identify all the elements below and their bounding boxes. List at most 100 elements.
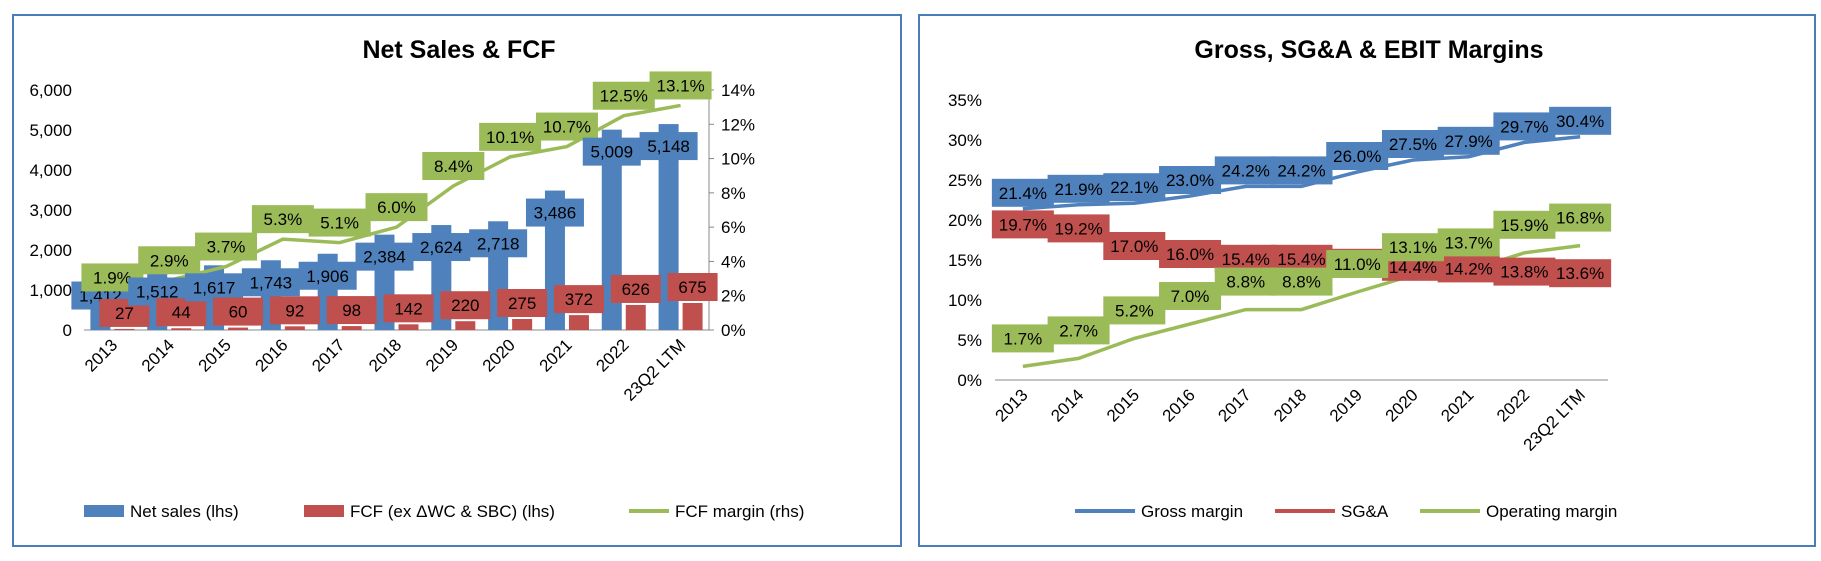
fcf-margin-data-label: 6.0% <box>365 193 428 222</box>
chart-title: Gross, SG&A & EBIT Margins <box>1194 36 1543 64</box>
series-0-data-label-box <box>1214 156 1277 185</box>
fcf-data-label: 98 <box>326 296 377 325</box>
fcf-margin-data-label-text: 1.9% <box>93 268 132 287</box>
series-0-data-label: 23.0% <box>1159 166 1222 194</box>
fcf-data-label-text: 142 <box>394 299 422 318</box>
series-1-data-label: 19.7% <box>991 210 1054 239</box>
series-0-data-label-text: 29.7% <box>1500 117 1548 136</box>
series-2-data-label-text: 16.8% <box>1556 209 1604 228</box>
series-2-data-label-text: 2.7% <box>1059 321 1098 340</box>
fcf-data-label-text: 60 <box>229 303 248 322</box>
series-0-data-label-box <box>1103 173 1166 202</box>
x-tick-label: 2015 <box>195 335 235 375</box>
x-tick-label: 2014 <box>1047 385 1087 425</box>
series-2-data-label-text: 13.7% <box>1445 233 1493 252</box>
series-1-data-label-text: 19.7% <box>999 215 1047 234</box>
net-sales-data-label: 1,743 <box>241 268 300 297</box>
net-sales-data-label-text: 2,624 <box>420 238 463 257</box>
y-tick-label: 25% <box>948 171 982 190</box>
y-tick-label: 20% <box>948 211 982 230</box>
series-2-data-label: 15.9% <box>1493 210 1556 239</box>
series-0-data-label-text: 22.1% <box>1110 178 1158 197</box>
series-1-data-label-text: 19.2% <box>1054 219 1102 238</box>
net-sales-fcf-chart: Net Sales & FCF 0 1,000 2,000 3,000 4,000 5,0… <box>29 36 804 521</box>
net-sales-data-label: 2,718 <box>469 229 528 258</box>
net-sales-data-label: 2,384 <box>355 242 414 271</box>
net-sales-data-label: 3,486 <box>525 198 584 227</box>
y-right-tick-label: 10% <box>721 150 755 169</box>
series-2-data-label-text: 7.0% <box>1171 287 1210 306</box>
series-1-data-label-text: 14.4% <box>1389 258 1437 277</box>
fcf-data-label-box <box>383 294 434 323</box>
series-2-data-label-text: 15.9% <box>1500 216 1548 235</box>
y-left-tick-label: 3,000 <box>29 201 72 220</box>
series-2-data-label-box <box>1326 250 1389 278</box>
series-2-data-label-box <box>1270 267 1333 296</box>
fcf-margin-data-label: 2.9% <box>138 246 201 275</box>
series-2-data-label-text: 8.8% <box>1282 273 1321 292</box>
fcf-data-label-box <box>553 285 604 314</box>
series-1-data-label: 13.6% <box>1549 259 1612 288</box>
y-tick-label: 5% <box>957 331 982 350</box>
y-right-tick-label: 2% <box>721 287 746 306</box>
net-sales-data-label-text: 2,384 <box>363 248 406 267</box>
fcf-data-label: 60 <box>213 297 264 326</box>
fcf-data-label-box <box>156 298 207 327</box>
margins-chart: Gross, SG&A & EBIT Margins 0% 5% 10% 15% 20%… <box>948 36 1617 521</box>
series-1-data-label-box <box>991 210 1054 239</box>
net-sales-data-label-text: 1,512 <box>136 283 179 302</box>
fcf-bar <box>398 324 419 330</box>
net-sales-data-label-box <box>298 261 357 290</box>
fcf-margin-data-label-text: 5.1% <box>320 214 359 233</box>
series-2-data-label-box <box>1103 296 1166 325</box>
net-sales-fcf-panel: Net Sales & FCF 0 1,000 2,000 3,000 4,000 5,0… <box>12 14 902 547</box>
x-tick-label: 2017 <box>1214 385 1254 425</box>
fcf-bar <box>568 315 589 330</box>
y-left-tick-label: 0 <box>63 321 72 340</box>
fcf-bar <box>625 304 646 330</box>
series-0-data-label-box <box>991 178 1054 207</box>
fcf-data-label-box <box>326 296 377 325</box>
fcf-margin-data-label-text: 10.1% <box>486 128 534 147</box>
fcf-bar <box>114 328 135 330</box>
net-sales-data-label-box <box>582 137 641 166</box>
y-right-tick-label: 6% <box>721 218 746 237</box>
fcf-data-label: 92 <box>269 296 320 325</box>
fcf-margin-data-label-text: 12.5% <box>600 87 648 106</box>
legend-label: Gross margin <box>1141 502 1243 521</box>
y-tick-label: 30% <box>948 131 982 150</box>
chart-title: Net Sales & FCF <box>362 36 555 64</box>
y-left-tick-label: 6,000 <box>29 81 72 100</box>
fcf-data-label: 372 <box>553 285 604 314</box>
fcf-data-label-text: 98 <box>342 301 361 320</box>
fcf-margin-data-label-text: 10.7% <box>543 118 591 137</box>
fcf-margin-data-label: 12.5% <box>592 81 655 110</box>
net-sales-data-label: 1,906 <box>298 261 357 290</box>
x-tick-label: 2013 <box>992 385 1032 425</box>
series-2-data-label: 8.8% <box>1214 267 1277 296</box>
series-2-data-label-box <box>1381 233 1444 262</box>
net-sales-data-label-box <box>241 268 300 297</box>
fcf-data-label: 675 <box>667 273 718 301</box>
fcf-data-label-text: 92 <box>285 301 304 320</box>
fcf-margin-data-label-box <box>592 81 655 110</box>
series-1-data-label-text: 15.4% <box>1277 250 1325 269</box>
legend-label: FCF margin (rhs) <box>675 502 804 521</box>
series-1-data-label-text: 13.8% <box>1500 263 1548 282</box>
series-1-data-label-text: 17.0% <box>1110 237 1158 256</box>
series-1-data-label-box <box>1493 257 1556 286</box>
series-2-data-label: 8.8% <box>1270 267 1333 296</box>
fcf-margin-data-label-text: 5.3% <box>263 210 302 229</box>
net-sales-data-label-box <box>525 198 584 227</box>
fcf-data-label-box <box>667 273 718 301</box>
fcf-data-label-text: 626 <box>622 280 650 299</box>
series-2-data-label-box <box>991 324 1054 353</box>
series-1-data-label: 19.2% <box>1047 214 1110 243</box>
series-0-data-label-box <box>1381 130 1444 158</box>
series-1-data-label-box <box>1549 259 1612 288</box>
x-tick-label: 2020 <box>479 335 519 375</box>
fcf-margin-data-label: 10.1% <box>479 122 542 151</box>
fcf-margin-data-label-box <box>365 193 428 222</box>
fcf-data-label-text: 44 <box>172 303 191 322</box>
fcf-margin-data-label-text: 6.0% <box>377 198 416 217</box>
